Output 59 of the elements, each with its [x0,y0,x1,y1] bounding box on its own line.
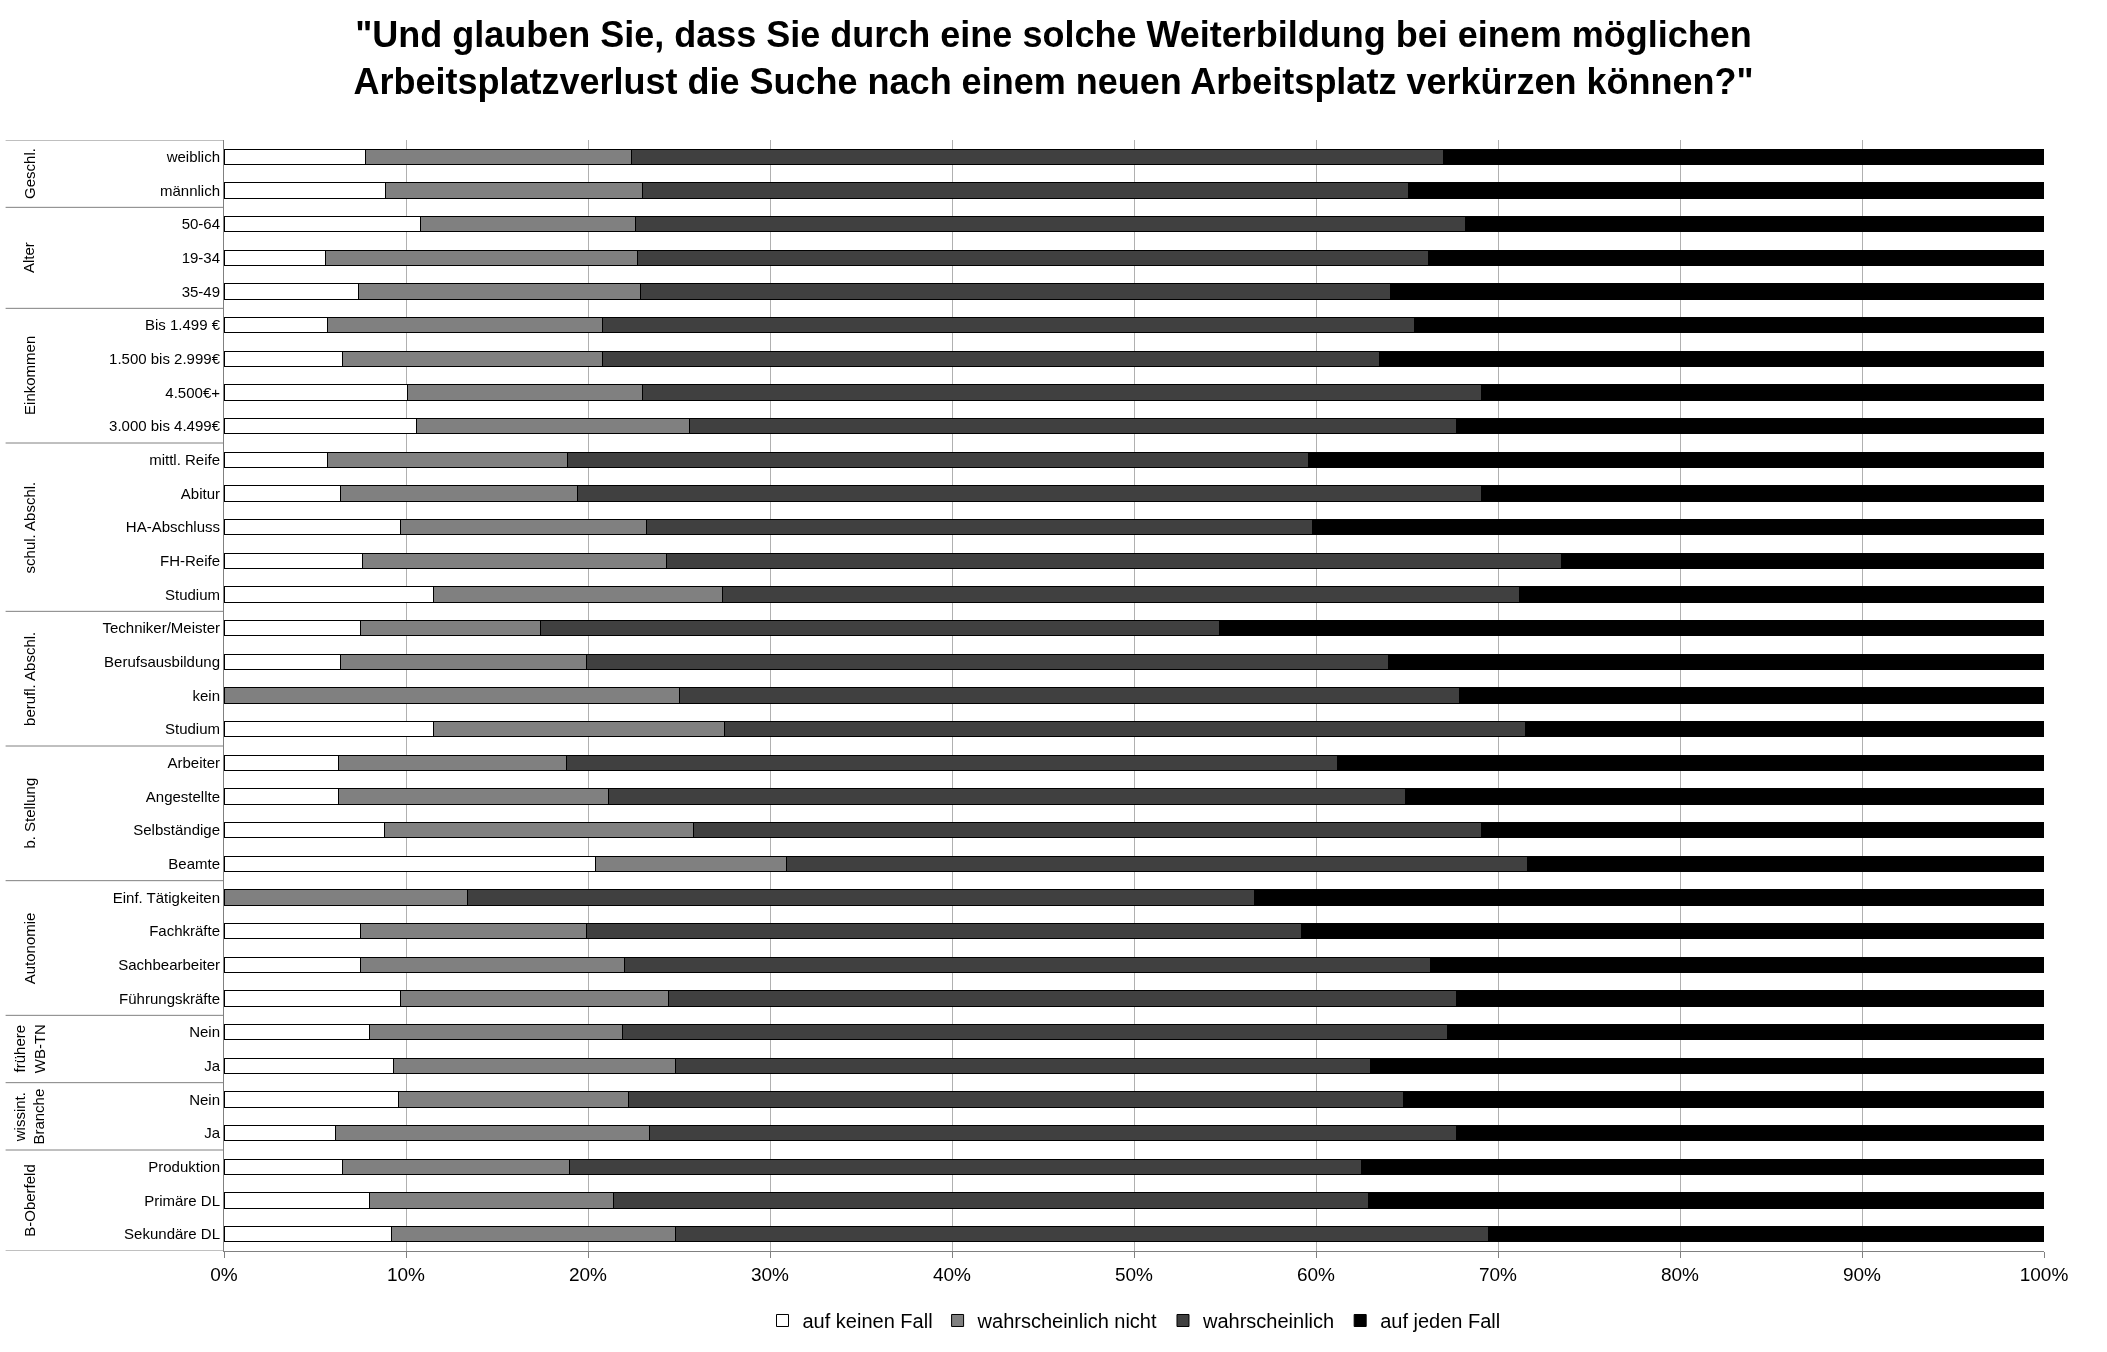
x-tick-label: 90% [1842,1263,1882,1285]
x-tick-label: 60% [1296,1263,1336,1285]
y-tick-label: Ja [204,1057,221,1075]
y-tick-label: Führungskräfte [119,989,220,1007]
x-tick-label: 10% [386,1263,426,1285]
y-tick-label: Berufsausbildung [104,653,220,671]
y-tick-label: 19-34 [181,249,220,267]
y-tick-label: 4.500€+ [165,383,221,401]
y-tick-label: männlich [159,181,220,199]
y-tick-label: Techniker/Meister [102,619,220,637]
x-tick-label: 50% [1114,1263,1154,1285]
x-tick-label: 30% [750,1263,790,1285]
y-tick-label: Studium [164,720,220,738]
text: B-Oberfeld [20,1164,38,1237]
y-tick-label: Sekundäre DL [124,1225,220,1243]
y-tick-label: Primäre DL [144,1191,220,1209]
y-tick-label: Sachbearbeiter [118,956,220,974]
y-tick-label: 50-64 [181,215,220,233]
y-tick-label: 35-49 [181,282,220,300]
y-tick-label: mittl. Reife [149,451,220,469]
y-tick-label: Studium [164,585,220,603]
x-tick-label: 0% [210,1263,238,1285]
x-tick-label: 70% [1478,1263,1518,1285]
text: Einkommen [20,335,38,415]
y-tick-label: Ja [204,1124,221,1142]
text: Autonomie [21,912,39,985]
x-tick-label: 20% [568,1263,608,1285]
x-tick-label: 40% [932,1263,972,1285]
chart-title: "Und glauben Sie, dass Sie durch eine solche Weiterbildung bei einem möglichen Arbeitsplatzverlust die Suche nach einem neuen Arbeitsplatz verkürzen können?" [353,14,1754,103]
y-tick-label: Beamte [168,855,220,873]
y-tick-label: Nein [189,1023,220,1041]
text: berufl. Abschl. [20,631,38,726]
legend-label: wahrscheinlich [1202,1310,1335,1333]
text: wissint. Branche [10,1088,48,1145]
text: b. Stellung [20,777,38,849]
y-tick-label: Angestellte [145,787,220,805]
y-tick-label: Bis 1.499 € [144,316,221,334]
text: Geschl. [20,148,38,199]
y-tick-label: Fachkräfte [149,922,220,940]
y-tick-label: Arbeiter [167,754,220,772]
y-tick-label: 3.000 bis 4.499€ [109,417,221,435]
y-tick-label: Selbständige [133,821,220,839]
legend-label: auf jeden Fall [1380,1310,1501,1333]
y-tick-label: weiblich [165,148,220,166]
y-tick-label: 1.500 bis 2.999€ [109,350,221,368]
text: Alter [20,242,38,274]
y-tick-label: FH-Reife [159,552,220,570]
x-tick-label: 100% [2019,1263,2069,1285]
y-tick-label: Nein [189,1090,220,1108]
text: schul. Abschl. [21,481,39,574]
y-tick-label: kein [192,686,220,704]
y-tick-label: HA-Abschluss [125,518,220,536]
legend-label: wahrscheinlich nicht [976,1310,1157,1333]
text: frühere WB-TN [11,1024,48,1074]
legend-label: auf keinen Fall [802,1310,933,1333]
x-tick-label: 80% [1660,1263,1700,1285]
y-tick-label: Produktion [148,1158,220,1176]
y-tick-label: Einf. Tätigkeiten [112,888,220,906]
y-tick-label: Abitur [180,484,220,502]
